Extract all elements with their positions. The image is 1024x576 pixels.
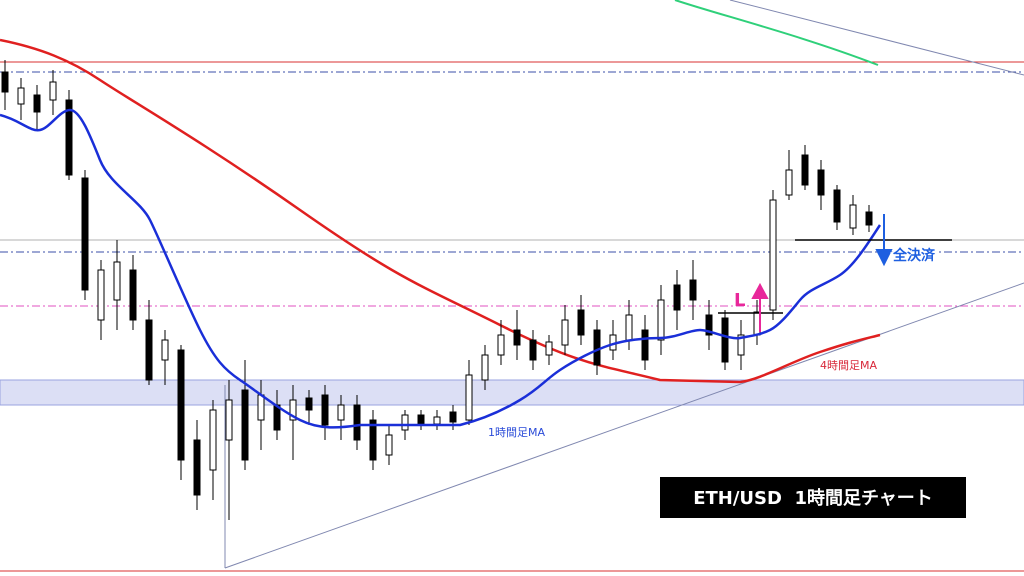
title-box [660,477,966,518]
annotation: 全決済 [892,247,936,264]
annotation: 4時間足MA [820,359,877,372]
candle-bodies-up [17,81,857,471]
trend-line [224,282,1024,569]
exit-arrow [875,214,893,267]
long-ma [674,0,879,66]
ma-1h [0,108,882,429]
candle-bodies-down [1,71,873,496]
support-zone [0,379,1024,406]
trend-line [729,0,1024,76]
chart-title: ETH/USD 1時間足チャート [693,488,933,509]
entry-arrow [751,282,769,332]
annotation: 1時間足MA [488,426,545,439]
candles [1,60,873,520]
annotation: L [734,290,745,311]
ma-4h [0,38,881,384]
